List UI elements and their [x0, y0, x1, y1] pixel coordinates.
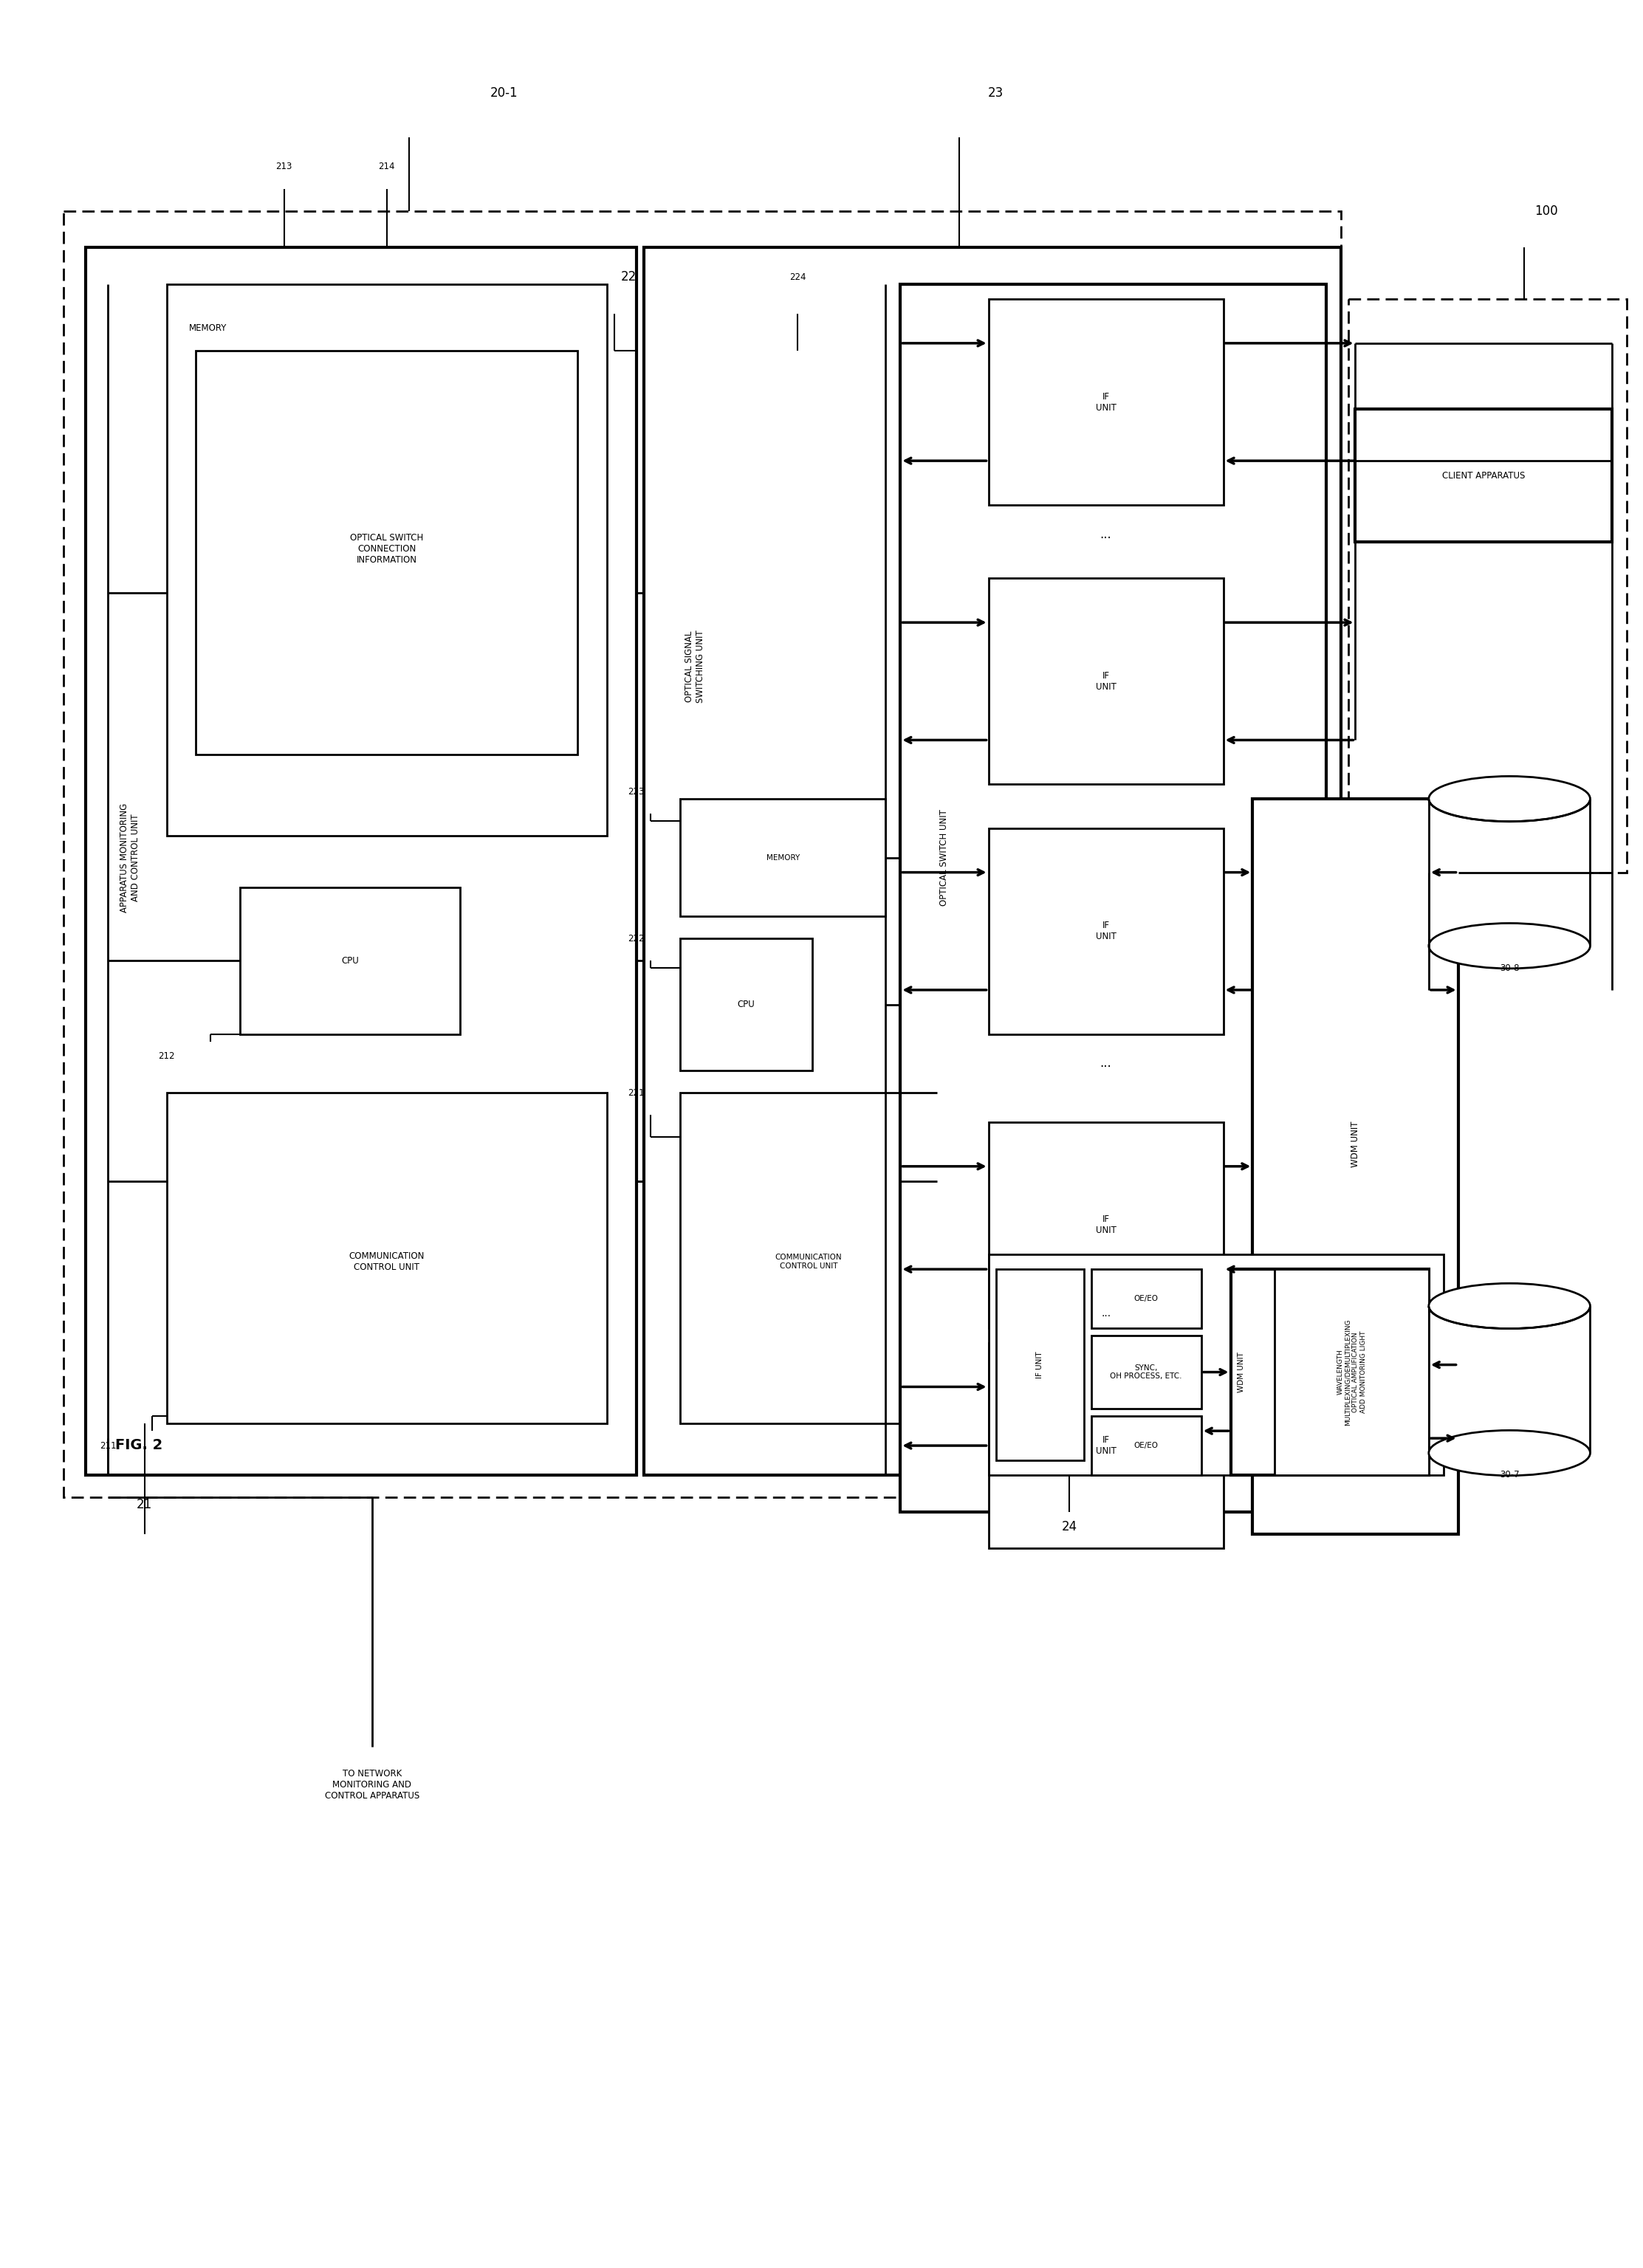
Ellipse shape [1429, 1431, 1590, 1476]
Ellipse shape [1429, 1284, 1590, 1329]
Text: IF
UNIT: IF UNIT [1096, 671, 1116, 692]
Text: ...: ... [1101, 1057, 1112, 1070]
Bar [1231, 1270, 1429, 1474]
Text: 24: 24 [1061, 1520, 1076, 1533]
Text: IF
UNIT: IF UNIT [1096, 1436, 1116, 1456]
Text: SYNC,
OH PROCESS, ETC.: SYNC, OH PROCESS, ETC. [1111, 1363, 1183, 1381]
Text: WDM UNIT: WDM UNIT [1351, 1120, 1360, 1168]
Bar [1355, 408, 1612, 542]
Text: OE/EO: OE/EO [1134, 1295, 1158, 1302]
Bar [989, 1343, 1224, 1549]
Text: APPARATUS MONITORING
AND CONTROL UNIT: APPARATUS MONITORING AND CONTROL UNIT [120, 803, 140, 912]
Bar [196, 352, 577, 755]
Text: OPTICAL SWITCH UNIT: OPTICAL SWITCH UNIT [940, 810, 950, 905]
Bar [989, 578, 1224, 785]
Bar [1091, 1270, 1201, 1329]
Bar [166, 1093, 606, 1424]
Text: 223: 223 [628, 787, 644, 796]
Bar [1347, 299, 1627, 873]
Text: COMMUNICATION
CONTROL UNIT: COMMUNICATION CONTROL UNIT [775, 1254, 843, 1270]
Bar [989, 299, 1224, 506]
Bar [996, 1270, 1084, 1461]
Bar [1429, 798, 1590, 946]
Text: MEMORY: MEMORY [766, 855, 800, 862]
Bar [680, 939, 812, 1070]
Text: 213: 213 [276, 161, 292, 172]
Text: 221: 221 [628, 1089, 644, 1098]
Bar [989, 828, 1224, 1034]
Text: WAVELENGTH
MULTIPLEXING/DEMULTIPLEXING
OPTICAL AMPLIFICATION
ADD MONITORING LIGH: WAVELENGTH MULTIPLEXING/DEMULTIPLEXING O… [1337, 1318, 1367, 1427]
Bar [900, 284, 1326, 1513]
Text: 222: 222 [628, 934, 644, 943]
Text: OPTICAL SWITCH
CONNECTION
INFORMATION: OPTICAL SWITCH CONNECTION INFORMATION [350, 533, 424, 565]
Text: ...: ... [1101, 1309, 1111, 1318]
Text: CPU: CPU [342, 955, 358, 966]
Text: OPTICAL SIGNAL
SWITCHING UNIT: OPTICAL SIGNAL SWITCHING UNIT [685, 631, 705, 703]
Text: TO NETWORK
MONITORING AND
CONTROL APPARATUS: TO NETWORK MONITORING AND CONTROL APPARA… [325, 1769, 419, 1801]
Bar [240, 887, 460, 1034]
Text: 214: 214 [378, 161, 394, 172]
Text: 211: 211 [100, 1440, 117, 1452]
Ellipse shape [1429, 923, 1590, 968]
Text: 30-8: 30-8 [1500, 964, 1520, 973]
Text: 22: 22 [621, 270, 637, 284]
Text: IF
UNIT: IF UNIT [1096, 392, 1116, 413]
Ellipse shape [1429, 776, 1590, 821]
Text: MEMORY: MEMORY [189, 324, 227, 333]
Bar [85, 247, 636, 1474]
Text: IF
UNIT: IF UNIT [1096, 1216, 1116, 1236]
Text: 30-7: 30-7 [1500, 1470, 1520, 1479]
Text: CLIENT APPARATUS: CLIENT APPARATUS [1443, 472, 1525, 481]
Bar [680, 1093, 937, 1424]
Bar [989, 1254, 1444, 1474]
Text: 21: 21 [136, 1497, 153, 1510]
Text: 23: 23 [987, 86, 1004, 100]
Text: ...: ... [1101, 528, 1112, 542]
Bar [166, 284, 606, 835]
Bar [1429, 1306, 1590, 1454]
Text: 224: 224 [789, 272, 807, 281]
Text: 20-1: 20-1 [490, 86, 518, 100]
Bar [1091, 1336, 1201, 1408]
Bar [644, 247, 1341, 1474]
Text: IF
UNIT: IF UNIT [1096, 921, 1116, 941]
Text: FIG. 2: FIG. 2 [115, 1438, 163, 1452]
Bar [989, 1123, 1224, 1329]
Text: OE/EO: OE/EO [1134, 1442, 1158, 1449]
Text: CPU: CPU [738, 1000, 756, 1009]
Text: 100: 100 [1535, 204, 1558, 218]
Bar [1252, 798, 1457, 1533]
Text: 212: 212 [158, 1052, 174, 1061]
Text: IF UNIT: IF UNIT [1037, 1352, 1043, 1379]
Bar [1091, 1415, 1201, 1474]
Bar [680, 798, 886, 916]
Bar [1275, 1270, 1429, 1474]
Text: WDM UNIT: WDM UNIT [1237, 1352, 1245, 1393]
Text: COMMUNICATION
CONTROL UNIT: COMMUNICATION CONTROL UNIT [348, 1252, 424, 1272]
Bar [64, 211, 1341, 1497]
